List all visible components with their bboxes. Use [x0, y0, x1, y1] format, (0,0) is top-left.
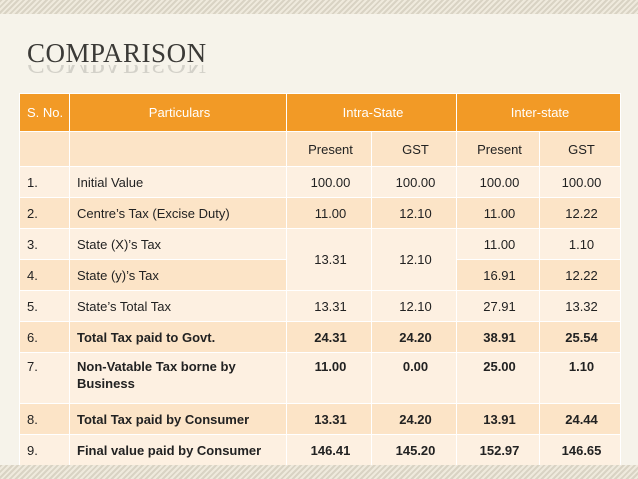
row-inter-present: 13.91 — [456, 403, 541, 435]
row-particular: Total Tax paid by Consumer — [69, 403, 287, 435]
top-hatch-border — [0, 0, 638, 14]
row-particular: Non-Vatable Tax borne by Business — [69, 352, 287, 404]
row-intra-gst: 145.20 — [370, 434, 458, 466]
row-particular: State (y)’s Tax — [69, 259, 287, 291]
table-subheader-row: Present GST Present GST — [19, 131, 622, 167]
row-inter-gst: 1.10 — [539, 352, 622, 404]
table-row: 7. Non-Vatable Tax borne by Business 11.… — [19, 352, 622, 404]
row-intra-present: 146.41 — [286, 434, 372, 466]
row-inter-present: 152.97 — [456, 434, 541, 466]
slide-title: COMPARISON — [27, 38, 207, 68]
row-intra-present: 13.31 — [286, 290, 372, 322]
row-inter-present: 11.00 — [456, 197, 541, 229]
subheader-blank — [69, 131, 287, 167]
row-sno: 7. — [19, 352, 70, 404]
row-particular: Final value paid by Consumer — [69, 434, 287, 466]
row-inter-present: 27.91 — [456, 290, 541, 322]
table-row: 9. Final value paid by Consumer 146.41 1… — [19, 434, 622, 466]
row-intra-present: 24.31 — [286, 321, 372, 353]
row-particular: State (X)’s Tax — [69, 228, 287, 260]
row-intra-present-merged: 13.31 — [286, 228, 372, 291]
row-inter-present: 11.00 — [456, 228, 541, 260]
bottom-hatch-border — [0, 465, 638, 479]
row-sno: 8. — [19, 403, 70, 435]
row-intra-present: 100.00 — [286, 166, 372, 198]
row-particular: State’s Total Tax — [69, 290, 287, 322]
table-row: 2. Centre’s Tax (Excise Duty) 11.00 12.1… — [19, 197, 622, 229]
row-particular: Initial Value — [69, 166, 287, 198]
table-row: 3. State (X)’s Tax 13.31 12.10 11.00 1.1… — [19, 228, 622, 291]
row-inter-gst: 13.32 — [539, 290, 622, 322]
slide-title-reflection: COMPARISON — [27, 65, 207, 79]
row-intra-present: 11.00 — [286, 352, 372, 404]
row-intra-present: 11.00 — [286, 197, 372, 229]
subheader-blank — [19, 131, 70, 167]
header-inter-state: Inter-state — [456, 93, 622, 132]
row-sno: 3. — [19, 228, 70, 260]
row-sno: 6. — [19, 321, 70, 353]
row-inter-present: 38.91 — [456, 321, 541, 353]
row-sno: 9. — [19, 434, 70, 466]
subheader-inter-present: Present — [456, 131, 541, 167]
row-sno: 1. — [19, 166, 70, 198]
subheader-intra-present: Present — [286, 131, 372, 167]
row-inter-gst: 146.65 — [539, 434, 622, 466]
row-intra-gst-merged: 12.10 — [370, 228, 458, 291]
table-row: 1. Initial Value 100.00 100.00 100.00 10… — [19, 166, 622, 198]
header-intra-state: Intra-State — [285, 93, 458, 132]
row-inter-gst: 12.22 — [539, 259, 622, 291]
row-inter-present: 16.91 — [456, 259, 541, 291]
table-row: 8. Total Tax paid by Consumer 13.31 24.2… — [19, 403, 622, 435]
row-particular: Total Tax paid to Govt. — [69, 321, 287, 353]
row-intra-gst: 12.10 — [370, 290, 458, 322]
row-inter-gst: 25.54 — [539, 321, 622, 353]
comparison-table: S. No. Particulars Intra-State Inter-sta… — [19, 93, 622, 466]
row-particular: Centre’s Tax (Excise Duty) — [69, 197, 287, 229]
row-sno: 5. — [19, 290, 70, 322]
row-inter-present: 100.00 — [456, 166, 541, 198]
row-sno: 4. — [19, 259, 70, 291]
row-intra-gst: 0.00 — [370, 352, 458, 404]
row-intra-gst: 24.20 — [370, 403, 458, 435]
table-row: 4. State (y)’s Tax 16.91 12.22 — [19, 259, 622, 291]
row-intra-present: 13.31 — [286, 403, 372, 435]
subheader-inter-gst: GST — [539, 131, 622, 167]
row-inter-gst: 12.22 — [539, 197, 622, 229]
row-inter-gst: 1.10 — [539, 228, 622, 260]
header-sno: S. No. — [19, 93, 70, 132]
table-header-row: S. No. Particulars Intra-State Inter-sta… — [19, 93, 622, 132]
row-intra-gst: 24.20 — [370, 321, 458, 353]
row-inter-gst: 100.00 — [539, 166, 622, 198]
header-particulars: Particulars — [69, 93, 287, 132]
row-intra-gst: 12.10 — [370, 197, 458, 229]
row-inter-gst: 24.44 — [539, 403, 622, 435]
table-row: 5. State’s Total Tax 13.31 12.10 27.91 1… — [19, 290, 622, 322]
subheader-intra-gst: GST — [370, 131, 458, 167]
row-sno: 2. — [19, 197, 70, 229]
table-row: 6. Total Tax paid to Govt. 24.31 24.20 3… — [19, 321, 622, 353]
row-inter-present: 25.00 — [456, 352, 541, 404]
row-intra-gst: 100.00 — [370, 166, 458, 198]
